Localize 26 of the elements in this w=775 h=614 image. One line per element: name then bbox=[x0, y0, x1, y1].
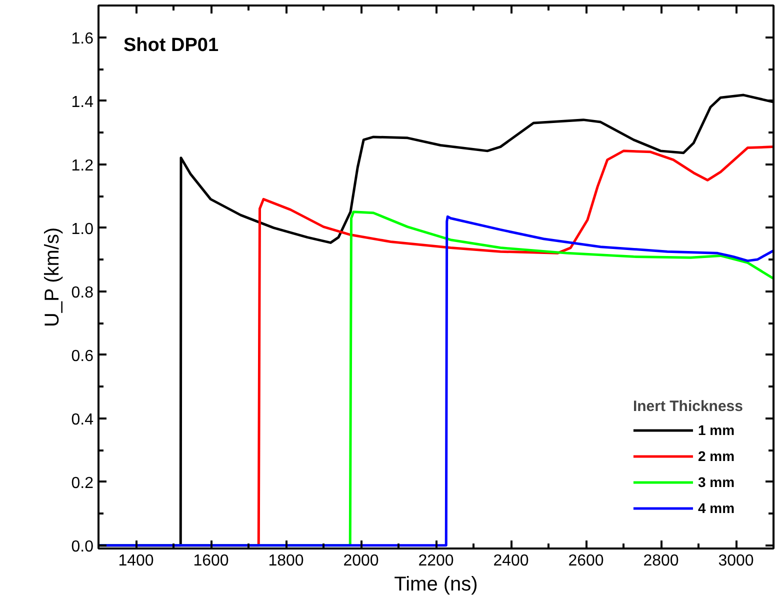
y-tick-label: 0.8 bbox=[71, 284, 94, 302]
x-tick-label: 1600 bbox=[193, 552, 229, 570]
annotation: Shot DP01 bbox=[124, 35, 219, 56]
y-tick-label: 0.2 bbox=[71, 474, 94, 492]
x-tick-label: 2800 bbox=[643, 552, 679, 570]
legend-label: 3 mm bbox=[698, 474, 735, 490]
x-tick-label: 2400 bbox=[493, 552, 529, 570]
x-tick-label: 2200 bbox=[418, 552, 454, 570]
y-tick-label: 0.0 bbox=[71, 538, 94, 556]
x-tick-label: 3000 bbox=[718, 552, 754, 570]
x-tick-label: 1800 bbox=[268, 552, 304, 570]
x-tick-label: 1400 bbox=[118, 552, 154, 570]
y-tick-label: 0.4 bbox=[71, 411, 94, 428]
y-tick-label: 0.6 bbox=[71, 348, 94, 365]
x-tick-label: 2000 bbox=[343, 552, 379, 570]
x-tick-label: 2600 bbox=[568, 552, 604, 570]
y-tick-label: 1.6 bbox=[71, 30, 94, 48]
y-tick-label: 1.4 bbox=[71, 94, 94, 111]
legend-label: 2 mm bbox=[698, 448, 735, 464]
y-axis-title: U_P (km/s) bbox=[41, 227, 64, 327]
y-tick-label: 1.0 bbox=[71, 220, 94, 238]
legend-title: Inert Thickness bbox=[632, 398, 743, 415]
x-axis-title: Time (ns) bbox=[394, 574, 478, 596]
legend-label: 4 mm bbox=[698, 500, 735, 516]
legend-label: 1 mm bbox=[698, 422, 735, 438]
y-tick-label: 1.2 bbox=[71, 157, 94, 174]
